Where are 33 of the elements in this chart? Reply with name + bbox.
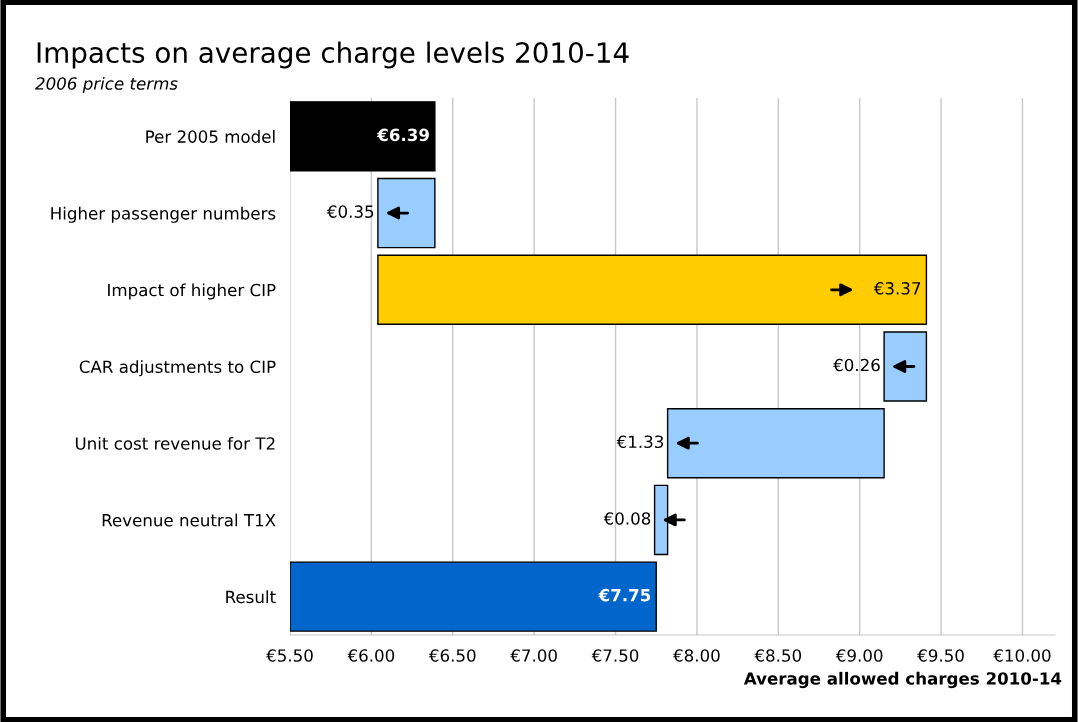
bar bbox=[377, 177, 436, 249]
data-label: €0.35 bbox=[326, 205, 374, 218]
y-tick-label: Per 2005 model bbox=[146, 130, 275, 143]
x-tick-label: €9.50 bbox=[917, 649, 964, 662]
x-tick-label: €8.00 bbox=[673, 649, 720, 662]
chart-title: Impacts on average charge levels 2010-14 bbox=[37, 41, 629, 69]
y-tick-label: Revenue neutral T1X bbox=[102, 513, 276, 527]
y-tick-label: CAR adjustments to CIP bbox=[79, 360, 276, 377]
bar bbox=[377, 254, 928, 326]
bar bbox=[290, 561, 657, 632]
data-label: €1.33 bbox=[616, 435, 664, 449]
x-tick-label: €6.00 bbox=[347, 649, 395, 662]
y-tick-label: Result bbox=[226, 590, 276, 604]
data-label: €0.08 bbox=[603, 512, 651, 525]
x-tick-label: €7.50 bbox=[591, 649, 639, 662]
x-axis-title: Average allowed charges 2010-14 bbox=[743, 671, 1062, 689]
data-label: €0.26 bbox=[833, 358, 880, 372]
x-tick-label: €7.00 bbox=[510, 649, 557, 662]
y-tick-label: Impact of higher CIP bbox=[108, 283, 276, 300]
data-label: €6.39 bbox=[376, 128, 429, 142]
text: 2006 price terms bbox=[35, 76, 178, 94]
y-tick-label: Higher passenger numbers bbox=[51, 206, 276, 223]
x-tick-label: €8.50 bbox=[754, 649, 802, 662]
x-tick-label: €10.00 bbox=[993, 649, 1051, 662]
y-tick-label: Unit cost revenue for T2 bbox=[75, 436, 275, 450]
bar bbox=[290, 101, 436, 172]
data-label: €3.37 bbox=[873, 282, 921, 295]
bar bbox=[883, 331, 928, 402]
x-tick-label: €9.00 bbox=[835, 649, 883, 662]
x-tick-label: €5.50 bbox=[266, 649, 313, 662]
data-label: €7.75 bbox=[598, 588, 651, 602]
bar bbox=[666, 407, 885, 479]
x-tick-label: €6.50 bbox=[428, 649, 476, 662]
